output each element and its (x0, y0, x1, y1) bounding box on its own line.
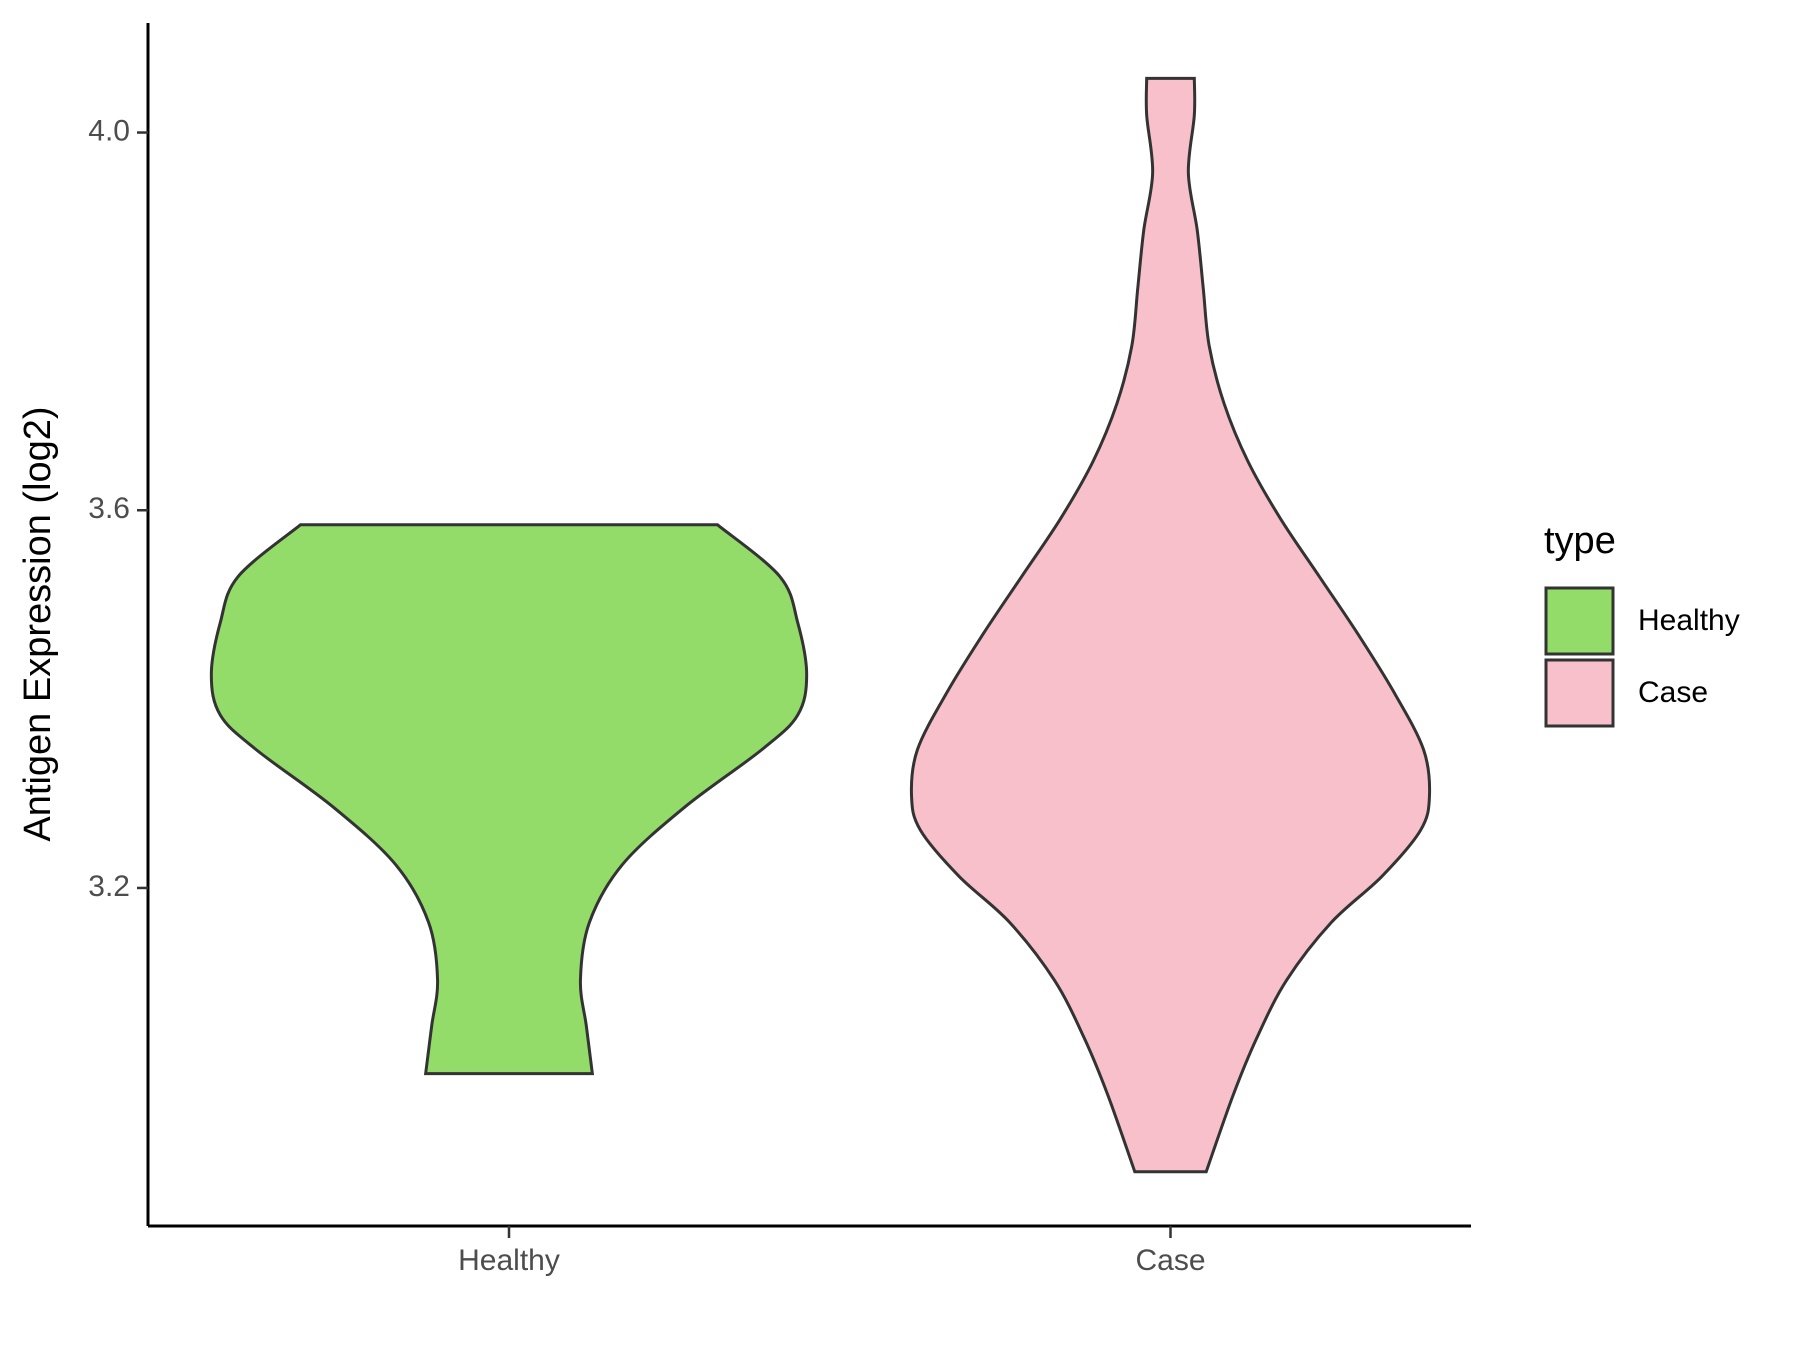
violin (909, 76, 1432, 1174)
y-tick-label: 4.0 (88, 114, 130, 147)
legend-label: Healthy (1638, 604, 1740, 637)
legend-key (1544, 586, 1615, 656)
legend-title: type (1544, 520, 1616, 562)
violin (209, 523, 809, 1076)
legend-key (1544, 658, 1615, 728)
y-tick-label: 3.6 (88, 492, 130, 525)
x-tick-label: Healthy (458, 1244, 560, 1277)
y-axis-title: Antigen Expression (log2) (17, 406, 59, 841)
legend-label: Case (1638, 676, 1708, 709)
y-tick-label: 3.2 (88, 870, 130, 903)
x-tick-label: Case (1135, 1244, 1205, 1277)
